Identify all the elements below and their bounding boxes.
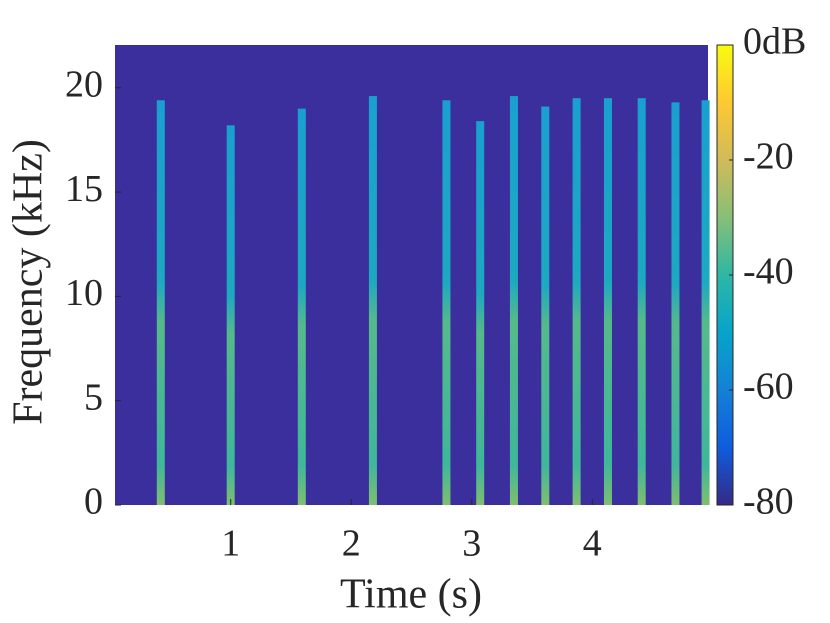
burst — [637, 98, 646, 506]
colorbar-tick-label: -40 — [743, 251, 794, 293]
burst — [572, 98, 581, 506]
x-tick-label: 1 — [221, 523, 240, 565]
y-axis-label: Frequency (kHz) — [6, 139, 52, 425]
x-axis-label: Time (s) — [340, 572, 482, 618]
y-tick-label: 10 — [65, 272, 103, 314]
burst — [297, 108, 306, 506]
burst — [156, 100, 165, 505]
burst — [509, 96, 518, 505]
y-tick-label: 0 — [84, 481, 103, 523]
burst — [476, 121, 485, 505]
colorbar-tick-label: -60 — [743, 366, 794, 408]
burst — [541, 106, 550, 506]
burst — [226, 125, 235, 506]
colorbar-tick-label: -20 — [743, 136, 794, 178]
burst — [671, 102, 680, 505]
colorbar-tick-label: 0dB — [743, 21, 806, 63]
x-tick-label: 4 — [583, 523, 602, 565]
burst — [442, 100, 451, 505]
plot-background — [115, 45, 708, 505]
burst — [701, 100, 710, 505]
burst — [603, 98, 612, 506]
burst — [368, 96, 377, 505]
y-tick-label: 20 — [65, 63, 103, 105]
x-tick-label: 3 — [462, 523, 481, 565]
y-tick-label: 15 — [65, 168, 103, 210]
colorbar-tick-label: -80 — [743, 481, 794, 523]
y-tick-label: 5 — [84, 376, 103, 418]
x-tick-label: 2 — [342, 523, 361, 565]
